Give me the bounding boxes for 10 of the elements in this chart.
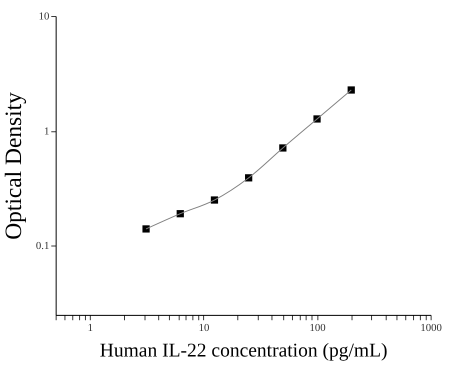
x-tick-label: 100	[309, 322, 326, 334]
point	[348, 86, 355, 94]
x-tick-label: 1000	[420, 322, 442, 334]
x-tick-label: 1	[88, 322, 94, 334]
y-tick-label: 1	[44, 125, 50, 138]
x-axis-title: Human IL-22 concentration (pg/mL)	[100, 340, 388, 362]
x-tick-label: 10	[198, 322, 210, 334]
y-tick-label: 10	[38, 10, 50, 22]
y-axis-title: Optical Density	[1, 92, 28, 240]
y-tick-label: 0.1	[36, 240, 50, 252]
